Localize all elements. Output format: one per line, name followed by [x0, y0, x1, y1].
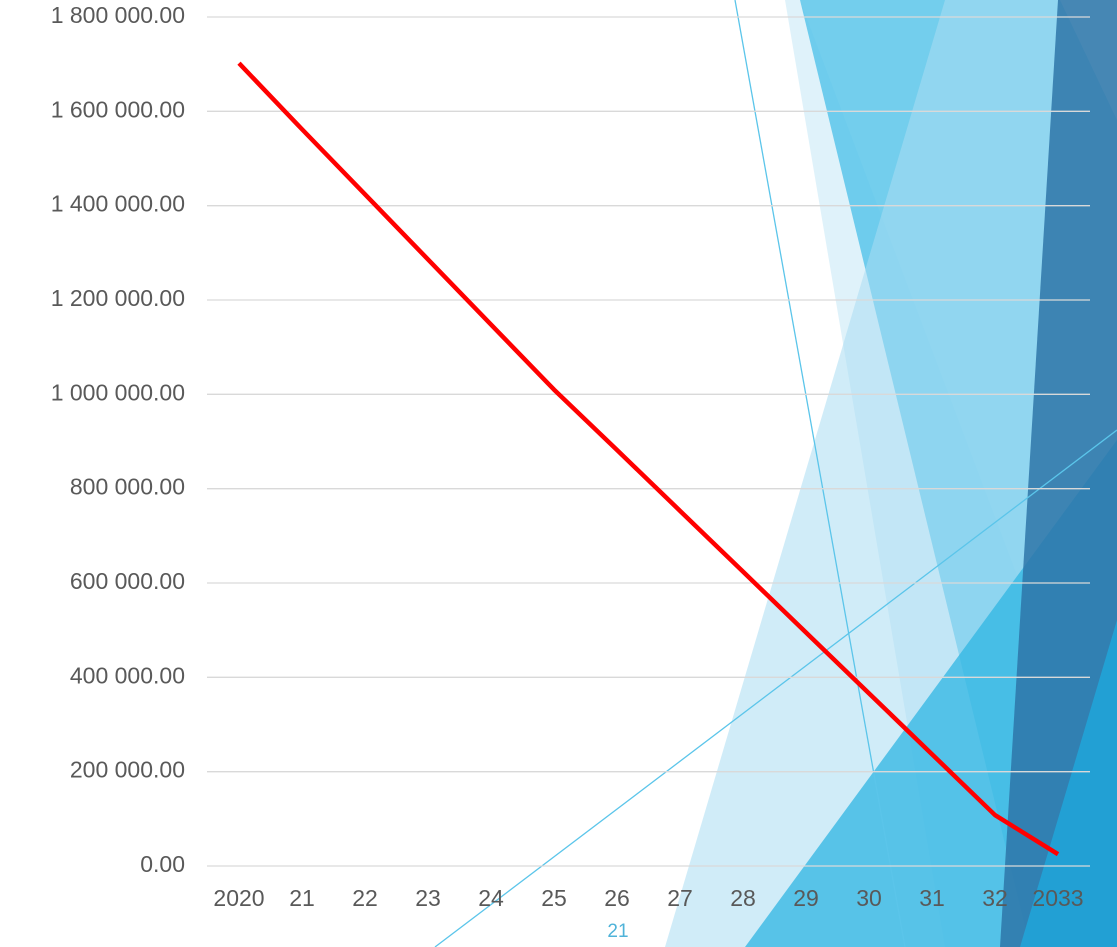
x-tick-label: 30: [856, 885, 882, 911]
accent-line: [734, 0, 906, 947]
x-tick-label: 32: [982, 885, 1008, 911]
corner-band: [1020, 620, 1117, 947]
x-tick-label: 22: [352, 885, 378, 911]
y-tick-label: 1 600 000.00: [51, 96, 185, 122]
y-tick-label: 400 000.00: [70, 662, 185, 688]
x-tick-label: 28: [730, 885, 756, 911]
accent-line: [434, 429, 1117, 947]
x-tick-label: 24: [478, 885, 504, 911]
y-tick-label: 0.00: [140, 851, 185, 877]
dark-strip: [1000, 0, 1117, 947]
y-tick-label: 1 200 000.00: [51, 285, 185, 311]
y-tick-label: 200 000.00: [70, 757, 185, 783]
x-tick-label: 2033: [1032, 885, 1083, 911]
x-tick-label: 21: [289, 885, 315, 911]
y-tick-label: 600 000.00: [70, 568, 185, 594]
data-line: [237, 61, 1060, 857]
x-tick-label: 31: [919, 885, 945, 911]
x-tick-label: 27: [667, 885, 693, 911]
page-number: 21: [607, 921, 628, 942]
x-tick-label: 2020: [213, 885, 264, 911]
x-tick-label: 23: [415, 885, 441, 911]
y-tick-label: 1 800 000.00: [51, 2, 185, 28]
x-tick-label: 25: [541, 885, 567, 911]
y-tick-label: 1 400 000.00: [51, 191, 185, 217]
x-tick-label: 26: [604, 885, 630, 911]
y-tick-label: 800 000.00: [70, 474, 185, 500]
y-tick-label: 1 000 000.00: [51, 379, 185, 405]
decoration: [434, 0, 1117, 947]
x-tick-label: 29: [793, 885, 819, 911]
